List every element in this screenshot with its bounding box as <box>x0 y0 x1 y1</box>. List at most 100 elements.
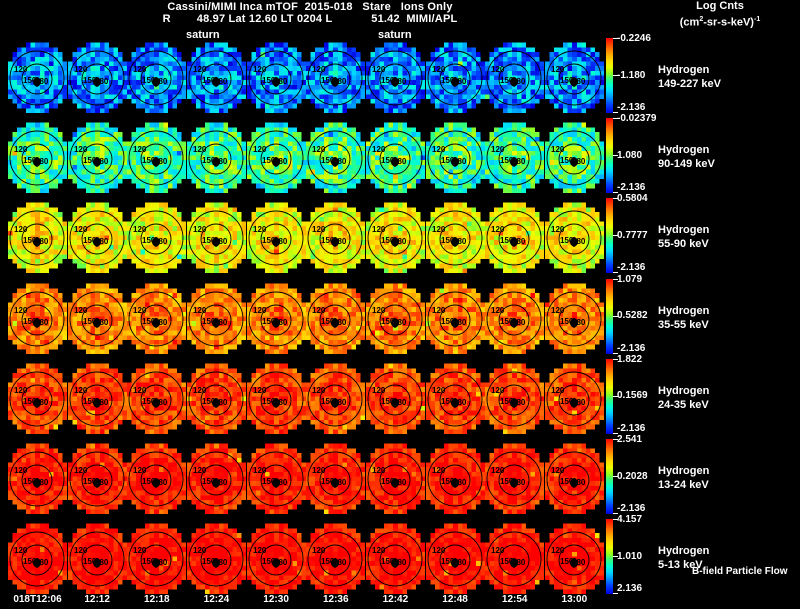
heatmap-panel[interactable]: 120 150 180 <box>425 118 485 194</box>
heatmap-panel[interactable]: 120 150 180 <box>67 358 127 434</box>
x-tick-label: 12:18 <box>144 594 170 605</box>
panel-image <box>8 278 67 354</box>
heatmap-panel[interactable]: 120 150 180 <box>127 278 187 354</box>
heatmap-panel[interactable]: 120 150 180 <box>8 439 67 514</box>
colorbar-value-mid: 0.5282 <box>617 310 648 322</box>
heatmap-panel[interactable]: 120 150 180 <box>127 118 187 194</box>
heatmap-panel[interactable]: 120 150 180 <box>365 358 425 434</box>
heatmap-row: 120 150 180 120 150 180 120 150 180 120 150 180 120 1… <box>8 38 604 113</box>
heatmap-panel[interactable]: 120 150 180 <box>127 358 187 434</box>
heatmap-panel[interactable]: 120 150 180 <box>186 439 246 514</box>
panel-image <box>485 358 545 434</box>
heatmap-panel[interactable]: 120 150 180 <box>67 38 127 113</box>
heatmap-panel[interactable]: 120 150 180 <box>425 198 485 274</box>
heatmap-panel[interactable]: 120 150 180 <box>8 358 67 434</box>
panel-image <box>544 38 604 113</box>
heatmap-panel[interactable]: 120 150 180 <box>186 519 246 595</box>
heatmap-panel[interactable]: 120 150 180 <box>544 118 604 194</box>
colorbar-tick <box>613 395 618 397</box>
heatmap-panel[interactable]: 120 150 180 <box>425 38 485 113</box>
heatmap-panel[interactable]: 120 150 180 <box>246 519 306 595</box>
heatmap-panel[interactable]: 120 150 180 <box>306 118 366 194</box>
heatmap-panel[interactable]: 120 150 180 <box>67 278 127 354</box>
heatmap-panel[interactable]: 120 150 180 <box>8 198 67 274</box>
heatmap-panel[interactable]: 120 150 180 <box>186 358 246 434</box>
heatmap-panel[interactable]: 120 150 180 <box>67 198 127 274</box>
heatmap-panel[interactable]: 120 150 180 <box>365 198 425 274</box>
heatmap-panel[interactable]: 120 150 180 <box>246 358 306 434</box>
x-tick-label: 13:00 <box>561 594 588 605</box>
heatmap-panel[interactable]: 120 150 180 <box>306 439 366 514</box>
heatmap-panel[interactable]: 120 150 180 <box>246 439 306 514</box>
panel-image <box>186 439 246 514</box>
heatmap-panel[interactable]: 120 150 180 <box>544 439 604 514</box>
panel-image <box>306 118 366 194</box>
page-title: Cassini/MIMI Inca mTOF 2015-018 Stare Io… <box>167 1 453 13</box>
heatmap-panel[interactable]: 120 150 180 <box>425 358 485 434</box>
colorbar <box>606 38 618 113</box>
panel-image <box>306 198 366 274</box>
heatmap-panel[interactable]: 120 150 180 <box>485 439 545 514</box>
heatmap-panel[interactable]: 120 150 180 <box>246 38 306 113</box>
heatmap-panel[interactable]: 120 150 180 <box>306 519 366 595</box>
series-label: Hydrogen 5-13 keV <box>658 544 709 572</box>
colorbar-value-mid: 1.080 <box>617 149 643 161</box>
panel-image <box>425 118 485 194</box>
heatmap-panel[interactable]: 120 150 180 <box>8 278 67 354</box>
heatmap-panel[interactable]: 120 150 180 <box>544 198 604 274</box>
heatmap-panel[interactable]: 120 150 180 <box>425 439 485 514</box>
heatmap-panel[interactable]: 120 150 180 <box>365 38 425 113</box>
heatmap-panel[interactable]: 120 150 180 <box>365 439 425 514</box>
colorbar <box>606 278 618 354</box>
heatmap-panel[interactable]: 120 150 180 <box>306 198 366 274</box>
heatmap-panel[interactable]: 120 150 180 <box>67 439 127 514</box>
heatmap-panel[interactable]: 120 150 180 <box>67 118 127 194</box>
heatmap-panel[interactable]: 120 150 180 <box>365 519 425 595</box>
heatmap-grid: 120 150 180 120 150 180 120 150 180 120 150 180 120 1… <box>8 38 604 595</box>
energy-band: 55-90 keV <box>658 238 709 251</box>
heatmap-panel[interactable]: 120 150 180 <box>306 278 366 354</box>
colorbar-tick <box>613 38 618 39</box>
heatmap-panel[interactable]: 120 150 180 <box>485 38 545 113</box>
heatmap-panel[interactable]: 120 150 180 <box>365 278 425 354</box>
heatmap-panel[interactable]: 120 150 180 <box>67 519 127 595</box>
panel-image <box>485 519 545 595</box>
panel-image <box>246 118 306 194</box>
heatmap-panel[interactable]: 120 150 180 <box>544 519 604 595</box>
heatmap-panel[interactable]: 120 150 180 <box>485 358 545 434</box>
panel-image <box>67 118 127 194</box>
heatmap-panel[interactable]: 120 150 180 <box>306 358 366 434</box>
heatmap-panel[interactable]: 120 150 180 <box>246 278 306 354</box>
colorbar-title: Log Cnts (cm2-sr-s-keV)-1 <box>640 0 800 30</box>
panel-image <box>186 38 246 113</box>
heatmap-panel[interactable]: 120 150 180 <box>127 439 187 514</box>
heatmap-panel[interactable]: 120 150 180 <box>425 278 485 354</box>
heatmap-panel[interactable]: 120 150 180 <box>425 519 485 595</box>
heatmap-panel[interactable]: 120 150 180 <box>544 278 604 354</box>
series-label: Hydrogen 90-149 keV <box>658 143 715 171</box>
heatmap-panel[interactable]: 120 150 180 <box>485 278 545 354</box>
heatmap-panel[interactable]: 120 150 180 <box>8 519 67 595</box>
heatmap-panel[interactable]: 120 150 180 <box>186 38 246 113</box>
heatmap-panel[interactable]: 120 150 180 <box>485 519 545 595</box>
heatmap-panel[interactable]: 120 150 180 <box>127 198 187 274</box>
colorbar-gradient <box>606 118 613 194</box>
heatmap-panel[interactable]: 120 150 180 <box>127 519 187 595</box>
heatmap-panel[interactable]: 120 150 180 <box>186 118 246 194</box>
panel-image <box>425 38 485 113</box>
heatmap-panel[interactable]: 120 150 180 <box>246 118 306 194</box>
saturn-label: saturn <box>186 29 220 41</box>
heatmap-panel[interactable]: 120 150 180 <box>485 118 545 194</box>
heatmap-panel[interactable]: 120 150 180 <box>8 118 67 194</box>
heatmap-panel[interactable]: 120 150 180 <box>544 358 604 434</box>
heatmap-panel[interactable]: 120 150 180 <box>186 278 246 354</box>
heatmap-panel[interactable]: 120 150 180 <box>365 118 425 194</box>
heatmap-panel[interactable]: 120 150 180 <box>544 38 604 113</box>
heatmap-panel[interactable]: 120 150 180 <box>127 38 187 113</box>
heatmap-panel[interactable]: 120 150 180 <box>246 198 306 274</box>
heatmap-panel[interactable]: 120 150 180 <box>485 198 545 274</box>
heatmap-panel[interactable]: 120 150 180 <box>186 198 246 274</box>
heatmap-panel[interactable]: 120 150 180 <box>306 38 366 113</box>
panel-image <box>67 358 127 434</box>
heatmap-panel[interactable]: 120 150 180 <box>8 38 67 113</box>
